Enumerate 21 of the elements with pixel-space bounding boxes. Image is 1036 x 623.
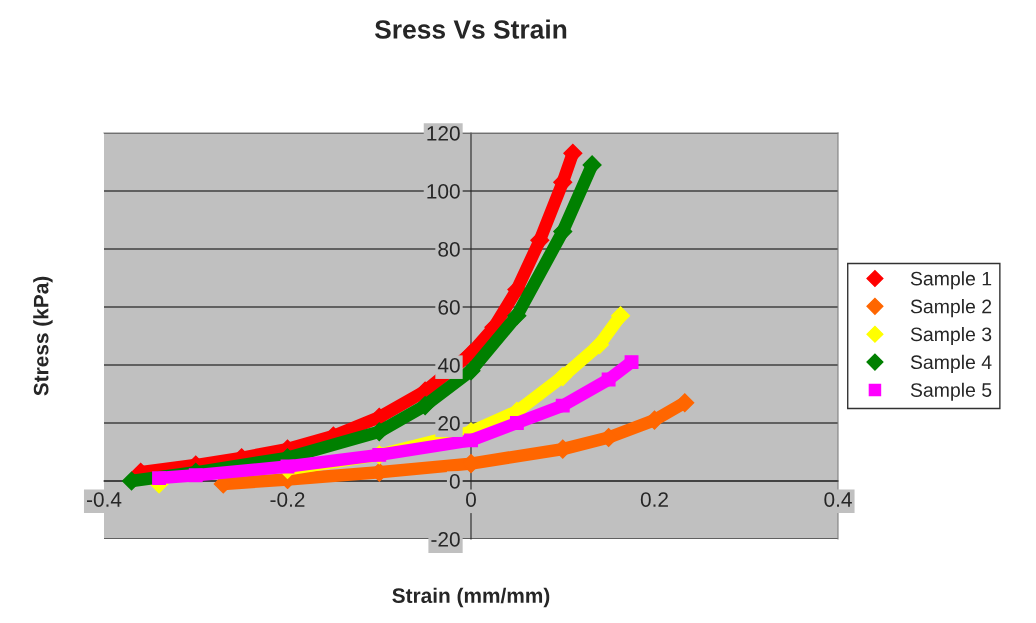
y-tick-label: -20: [431, 532, 460, 547]
y-tick-label: 20: [438, 416, 460, 431]
legend-label: Sample 1: [910, 271, 992, 290]
y-tick-label: 60: [438, 300, 460, 315]
x-tick-label: 0: [466, 492, 476, 507]
x-tick-label: -0.2: [270, 492, 305, 507]
y-axis-title: Stress (kPa): [33, 276, 53, 396]
legend-label: Sample 4: [910, 354, 992, 373]
legend-label: Sample 3: [910, 326, 992, 346]
chart-title: Sress Vs Strain: [374, 19, 567, 39]
x-tick-label: 0.2: [640, 492, 668, 507]
legend-label: Sample 2: [910, 299, 992, 318]
x-axis-title: Strain (mm/mm): [392, 587, 550, 608]
x-tick-label: 0.4: [824, 492, 852, 507]
y-tick-label: 40: [437, 358, 460, 373]
y-tick-label: 80: [438, 242, 460, 257]
legend-label: Sample 5: [910, 382, 992, 401]
x-tick-label: -0.4: [86, 492, 122, 507]
y-tick-label: 100: [427, 184, 460, 199]
y-tick-label: 0: [449, 474, 460, 489]
y-tick-label: 120: [427, 126, 460, 141]
